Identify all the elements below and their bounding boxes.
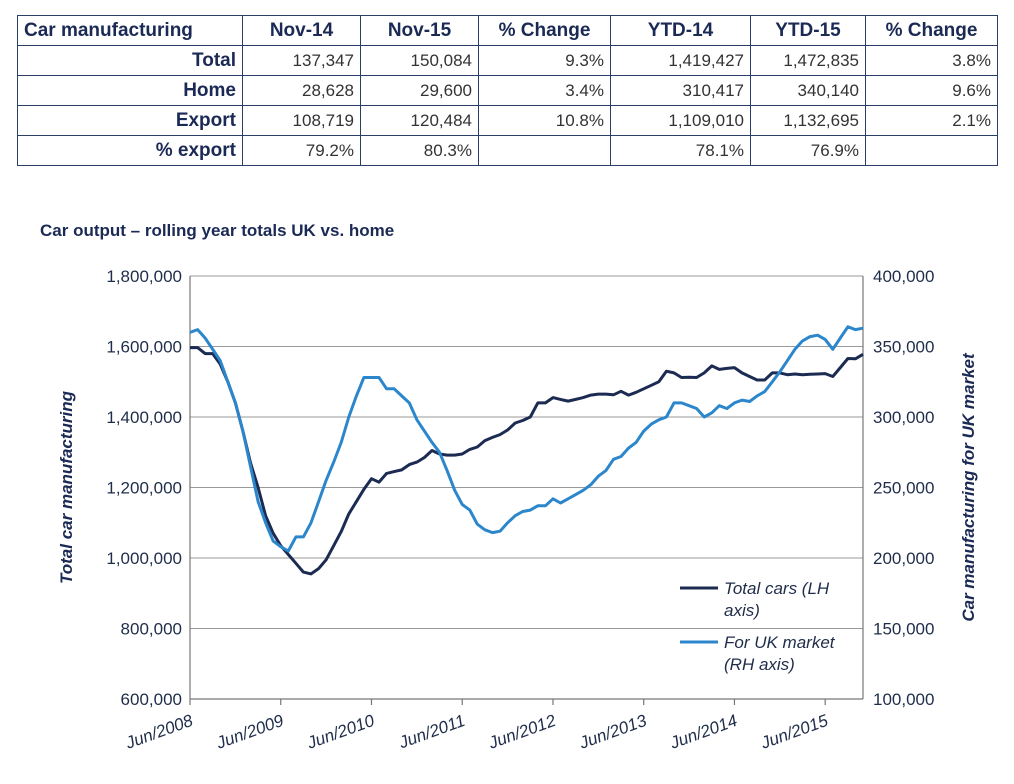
table-cell: 76.9% [750, 135, 866, 166]
row-label: Home [17, 75, 243, 106]
table-row-total: Total 137,347 150,084 9.3% 1,419,427 1,4… [17, 45, 998, 76]
table-cell: 29,600 [360, 75, 479, 106]
gridlines [190, 275, 863, 629]
table-row-export: Export 108,719 120,484 10.8% 1,109,010 1… [17, 105, 998, 136]
right-axis-title: Car manufacturing for UK market [959, 352, 978, 622]
left-tick-label: 1,800,000 [106, 267, 182, 286]
header-pct-change-month: % Change [478, 15, 611, 46]
right-tick-label: 200,000 [873, 549, 934, 568]
right-tick-label: 350,000 [873, 338, 934, 357]
table-cell: 137,347 [242, 45, 361, 76]
table-cell: 1,109,010 [610, 105, 751, 136]
header-nov-14: Nov-14 [242, 15, 361, 46]
x-tick-label: Jun/2014 [667, 711, 740, 753]
x-tick-label: Jun/2008 [122, 711, 196, 753]
x-tick-label: Jun/2010 [304, 711, 378, 753]
legend-label: Total cars (LH [724, 579, 830, 598]
table-cell: 28,628 [242, 75, 361, 106]
table-cell: 78.1% [610, 135, 751, 166]
right-tick-label: 150,000 [873, 620, 934, 639]
series-line-total-cars [190, 346, 864, 576]
chart-series [189, 325, 864, 576]
left-tick-label: 1,200,000 [106, 479, 182, 498]
chart-title: Car output – rolling year totals UK vs. … [40, 221, 395, 240]
table-cell: 150,084 [360, 45, 479, 76]
right-tick-label: 100,000 [873, 690, 934, 709]
header-pct-change-ytd: % Change [865, 15, 998, 46]
x-tick-label: Jun/2013 [576, 711, 650, 753]
table-header-row: Car manufacturing Nov-14 Nov-15 % Change… [17, 15, 998, 46]
row-label: % export [17, 135, 243, 166]
table-cell: 9.3% [478, 45, 611, 76]
table-cell: 340,140 [750, 75, 866, 106]
x-tick-label: Jun/2011 [396, 711, 468, 753]
left-axis-title: Total car manufacturing [57, 390, 76, 584]
left-tick-label: 800,000 [121, 620, 182, 639]
left-tick-label: 1,000,000 [106, 549, 182, 568]
right-tick-label: 250,000 [873, 479, 934, 498]
table-cell: 3.8% [865, 45, 998, 76]
legend-label: For UK market [724, 633, 836, 652]
right-tick-label: 400,000 [873, 267, 934, 286]
legend-label: axis) [724, 601, 760, 620]
table-cell: 2.1% [865, 105, 998, 136]
table-cell [865, 135, 998, 166]
table-row-home: Home 28,628 29,600 3.4% 310,417 340,140 … [17, 75, 998, 106]
x-tick-label: Jun/2012 [485, 711, 559, 753]
table-cell: 1,132,695 [750, 105, 866, 136]
table-cell: 10.8% [478, 105, 611, 136]
series-line-uk-market [189, 325, 864, 553]
table-cell: 1,472,835 [750, 45, 866, 76]
x-tick-label: Jun/2009 [213, 711, 287, 753]
legend-label: (RH axis) [724, 655, 795, 674]
chart-legend: Total cars (LH axis) For UK market (RH axis… [680, 579, 836, 674]
table-cell: 9.6% [865, 75, 998, 106]
right-tick-label: 300,000 [873, 408, 934, 427]
header-car-manufacturing: Car manufacturing [17, 15, 243, 46]
table-cell: 1,419,427 [610, 45, 751, 76]
table-cell: 80.3% [360, 135, 479, 166]
x-tick-label: Jun/2015 [757, 711, 831, 753]
left-tick-label: 1,600,000 [106, 338, 182, 357]
table-row-pct-export: % export 79.2% 80.3% 78.1% 76.9% [17, 135, 998, 166]
car-manufacturing-table: Car manufacturing Nov-14 Nov-15 % Change… [17, 15, 998, 166]
left-tick-label: 1,400,000 [106, 408, 182, 427]
table-cell: 79.2% [242, 135, 361, 166]
left-tick-label: 600,000 [121, 690, 182, 709]
row-label: Total [17, 45, 243, 76]
